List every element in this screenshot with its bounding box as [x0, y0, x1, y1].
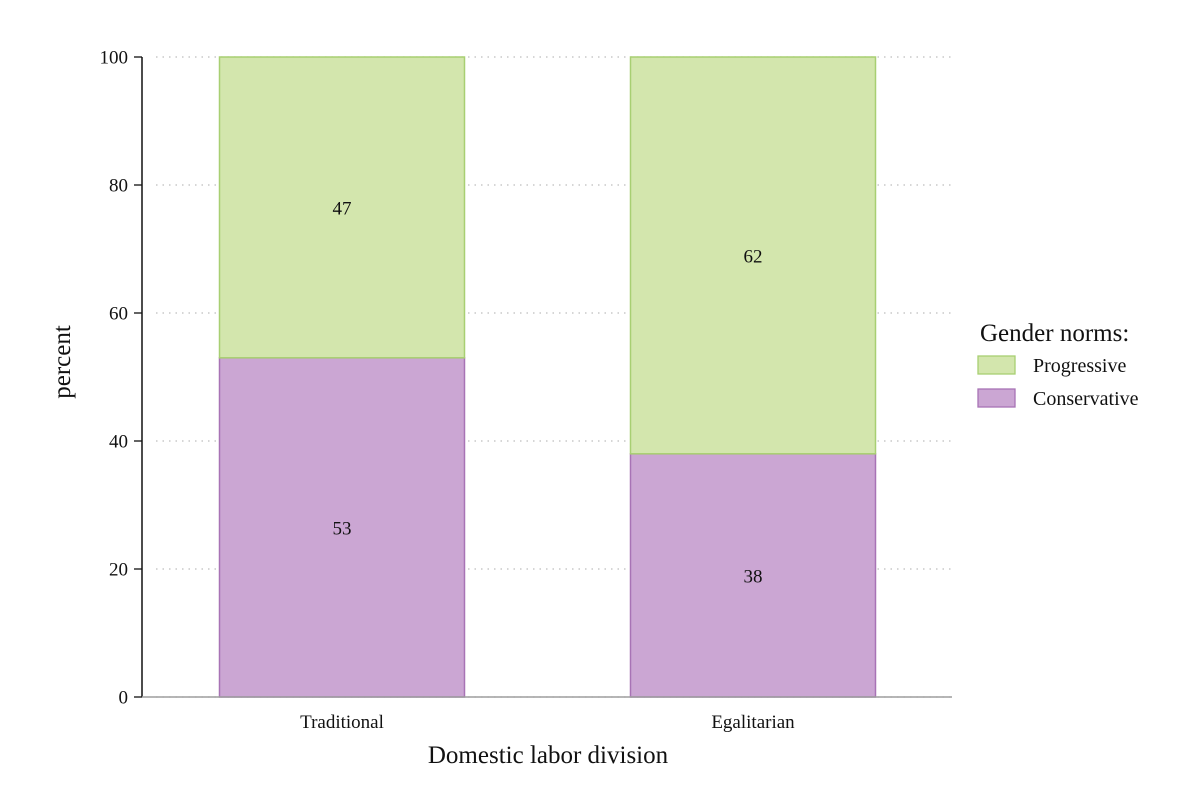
bar-progressive-egalitarian [629, 56, 877, 455]
bar-conservative-traditional [218, 357, 466, 698]
data-label-progressive-egalitarian: 62 [744, 246, 763, 267]
bar-conservative-egalitarian [629, 453, 877, 698]
y-tick-label-0: 0 [119, 688, 129, 709]
legend-swatch-conservative [977, 388, 1016, 408]
bars [218, 56, 877, 698]
data-label-conservative-traditional: 53 [333, 518, 352, 539]
legend: Gender norms: Progressive Conservative [977, 320, 1139, 410]
x-axis-title: Domestic labor division [428, 742, 669, 769]
data-label-conservative-egalitarian: 38 [744, 566, 763, 587]
legend-label-conservative: Conservative [1033, 388, 1139, 410]
legend-swatch-progressive [977, 355, 1016, 375]
y-tick-label-20: 20 [109, 560, 128, 581]
y-tick-label-60: 60 [109, 304, 128, 325]
x-tick-label-traditional: Traditional [300, 712, 384, 733]
data-label-progressive-traditional: 47 [333, 198, 352, 219]
y-tick-label-100: 100 [100, 48, 129, 69]
legend-title: Gender norms: [980, 320, 1129, 347]
y-axis-title: percent [49, 325, 76, 399]
legend-items: Progressive Conservative [977, 355, 1139, 410]
y-tick-label-80: 80 [109, 176, 128, 197]
bar-progressive-traditional [218, 56, 466, 359]
axes: 0 20 40 60 80 100 Traditional Egalitarian [100, 48, 952, 733]
legend-label-progressive: Progressive [1033, 355, 1126, 377]
y-tick-label-40: 40 [109, 432, 128, 453]
x-tick-label-egalitarian: Egalitarian [711, 712, 795, 733]
data-labels: 53 47 38 62 [333, 198, 763, 587]
